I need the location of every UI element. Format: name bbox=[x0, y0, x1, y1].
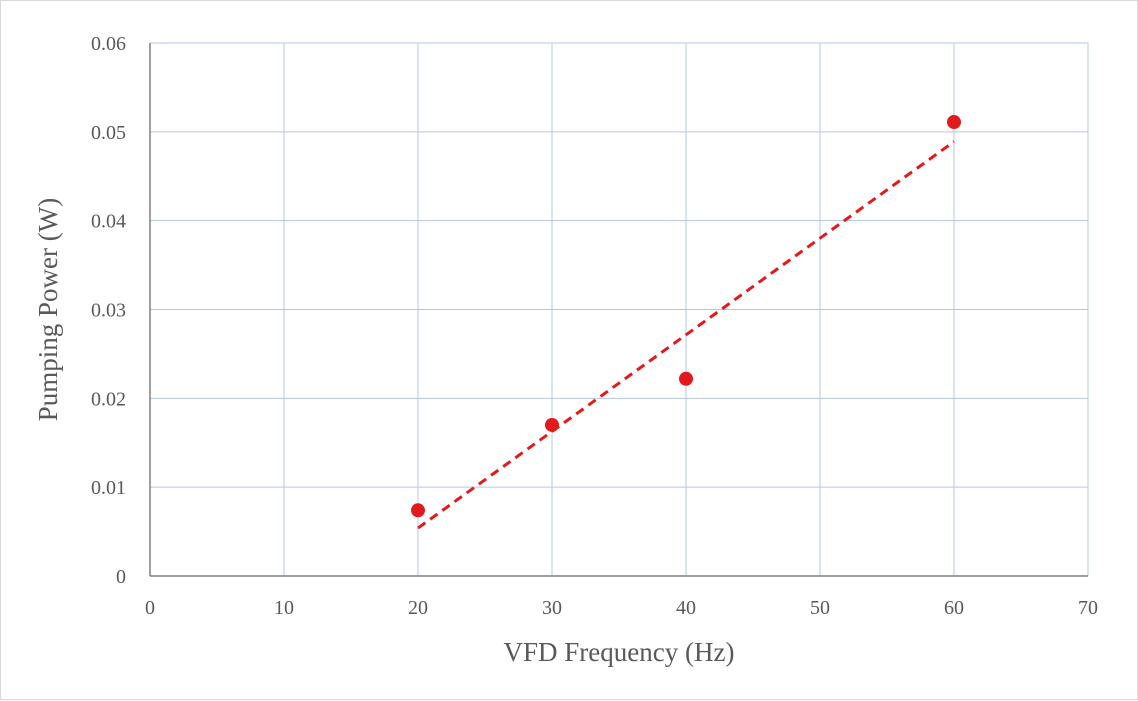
x-tick-label: 50 bbox=[810, 597, 830, 619]
y-tick-label: 0.03 bbox=[91, 300, 126, 322]
y-tick-label: 0.04 bbox=[91, 211, 126, 233]
data-point bbox=[411, 503, 425, 518]
y-tick-label: 0.02 bbox=[91, 388, 126, 410]
x-tick-label: 70 bbox=[1078, 597, 1098, 619]
data-point bbox=[947, 115, 961, 130]
trendlines bbox=[417, 140, 955, 530]
y-tick-label: 0.06 bbox=[91, 33, 126, 55]
axes bbox=[149, 43, 1088, 577]
y-tick-label: 0 bbox=[116, 566, 126, 588]
x-tick-label: 10 bbox=[274, 597, 294, 619]
y-tick-label: 0.05 bbox=[91, 122, 126, 144]
x-tick-label: 0 bbox=[145, 597, 155, 619]
linear-trendline bbox=[417, 140, 955, 530]
x-tick-label: 30 bbox=[542, 597, 562, 619]
y-axis-title: Pumping Power (W) bbox=[33, 198, 63, 421]
x-tick-label: 40 bbox=[676, 597, 696, 619]
grid-lines bbox=[149, 42, 1089, 576]
data-point bbox=[679, 371, 693, 386]
x-axis-title: VFD Frequency (Hz) bbox=[504, 637, 735, 667]
x-tick-label: 60 bbox=[944, 597, 964, 619]
y-tick-label: 0.01 bbox=[91, 477, 126, 499]
data-point bbox=[545, 417, 559, 432]
x-tick-label: 20 bbox=[408, 597, 428, 619]
data-points bbox=[411, 115, 961, 518]
tick-labels: 0 10 20 30 40 50 60 70 0 0.01 0.02 0.03 0.04 0.05 0.06 bbox=[91, 33, 1098, 619]
